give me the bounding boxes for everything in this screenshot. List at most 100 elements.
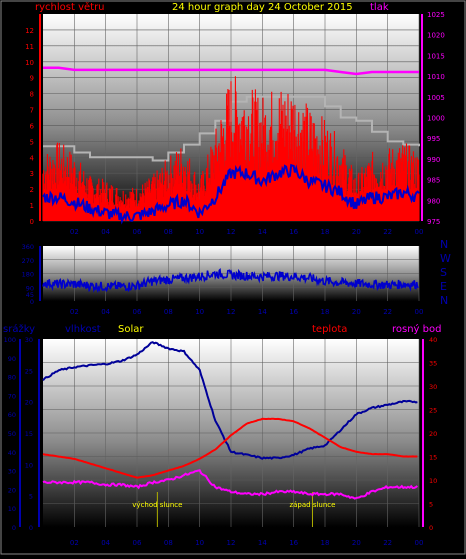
left-tick-label: 12 <box>25 27 34 35</box>
x-tick-label: 04 <box>101 308 110 316</box>
right-tick-label: 1020 <box>427 32 445 40</box>
right-tick-label: 1025 <box>427 11 445 19</box>
rain-tick-label: 30 <box>8 468 16 476</box>
panel1-x-axis: 02 04 06 08 10 12 14 16 18 20 22 00 <box>70 228 424 236</box>
x-tick-label: 00 <box>415 228 424 236</box>
right-tick-label: 975 <box>427 218 440 226</box>
panel3-x-axis: 02 04 06 08 10 12 14 16 18 20 22 00 <box>70 539 424 547</box>
x-tick-label: 06 <box>133 308 142 316</box>
left-tick-label: 7 <box>30 107 34 115</box>
rain-tick-label: 80 <box>8 374 16 382</box>
left-tick-label: 3 <box>30 170 34 178</box>
x-tick-label: 10 <box>195 308 204 316</box>
rain-tick-label: 100 <box>4 336 16 344</box>
humidity-axis: 0 5 10 15 20 25 30 <box>25 336 40 532</box>
x-tick-label: 22 <box>383 308 392 316</box>
right-tick-label: 990 <box>427 156 440 164</box>
compass-label: S <box>440 266 447 279</box>
x-tick-label: 12 <box>227 308 236 316</box>
chart-title: 24 hour graph day 24 October 2015 <box>172 2 353 13</box>
rain-tick-label: 60 <box>8 411 16 419</box>
x-tick-label: 04 <box>101 228 110 236</box>
rain-tick-label: 50 <box>8 430 16 438</box>
x-tick-label: 20 <box>352 308 361 316</box>
right-tick-label: 1005 <box>427 94 445 102</box>
panel2-grid <box>43 246 420 301</box>
temperature-tick-label: 5 <box>429 501 433 509</box>
series-pressure <box>43 66 419 76</box>
x-tick-label: 14 <box>258 228 267 236</box>
left-axis-title: rychlost větru <box>35 1 105 13</box>
right-tick-label: 1010 <box>427 73 445 81</box>
right-tick-label: 980 <box>427 197 440 205</box>
solar-label: Solar <box>118 324 144 335</box>
series-temperature <box>42 417 418 479</box>
direction-tick-label: 45 <box>26 291 34 299</box>
temperature-tick-label: 10 <box>429 477 437 485</box>
temperature-tick-label: 30 <box>429 383 437 391</box>
left-tick-label: 4 <box>30 154 35 162</box>
left-tick-label: 1 <box>30 202 34 210</box>
x-tick-label: 06 <box>133 539 142 547</box>
rain-label: srážky <box>3 323 35 335</box>
temperature-axis: 0 5 10 15 20 25 30 35 40 <box>422 336 437 532</box>
x-tick-label: 10 <box>195 539 204 547</box>
compass-label: N <box>440 238 448 251</box>
x-tick-label: 16 <box>289 228 298 236</box>
x-tick-label: 06 <box>133 228 142 236</box>
panel1-right-axis: 975 980 985 990 995 1000 1005 1010 1015 1020 1025 <box>421 11 445 226</box>
temperature-label: teplota <box>312 324 347 335</box>
x-tick-label: 18 <box>321 228 330 236</box>
left-tick-label: 9 <box>30 75 34 83</box>
humidity-label: vlhkost <box>65 324 101 335</box>
humidity-tick-label: 30 <box>25 336 33 344</box>
sunset-annotation: západ slunce <box>289 501 335 509</box>
rain-tick-label: 10 <box>8 505 16 513</box>
rain-tick-label: 0 <box>12 524 16 532</box>
series-humidity <box>42 341 418 460</box>
x-tick-label: 08 <box>164 308 173 316</box>
left-tick-label: 2 <box>30 186 34 194</box>
right-tick-label: 1015 <box>427 52 445 60</box>
x-tick-label: 02 <box>70 228 79 236</box>
left-tick-label: 6 <box>30 122 35 130</box>
sunrise-annotation: východ slunce <box>132 501 182 509</box>
direction-tick-label: 180 <box>22 271 34 279</box>
x-tick-label: 04 <box>101 539 110 547</box>
temperature-tick-label: 25 <box>429 407 437 415</box>
x-tick-label: 22 <box>383 539 392 547</box>
direction-tick-label: 270 <box>22 257 34 265</box>
humidity-tick-label: 15 <box>25 430 33 438</box>
right-tick-label: 1000 <box>427 115 445 123</box>
x-tick-label: 16 <box>289 539 298 547</box>
temperature-tick-label: 40 <box>429 336 437 344</box>
series-wind-direction <box>42 267 419 294</box>
compass-label: E <box>440 280 447 293</box>
right-axis-title: tlak <box>370 2 389 13</box>
x-tick-label: 12 <box>227 228 236 236</box>
x-tick-label: 02 <box>70 539 79 547</box>
rain-tick-label: 20 <box>8 486 16 494</box>
x-tick-label: 08 <box>164 539 173 547</box>
x-tick-label: 20 <box>352 539 361 547</box>
humidity-tick-label: 10 <box>25 461 33 469</box>
left-tick-label: 11 <box>25 43 34 51</box>
series-dewpoint <box>42 469 418 500</box>
dewpoint-label: rosný bod <box>392 323 441 335</box>
temperature-tick-label: 15 <box>429 454 437 462</box>
humidity-tick-label: 20 <box>25 399 33 407</box>
left-tick-label: 0 <box>30 218 34 226</box>
rain-tick-label: 70 <box>8 392 16 400</box>
x-tick-label: 12 <box>227 539 236 547</box>
x-tick-label: 14 <box>258 308 267 316</box>
x-tick-label: 14 <box>258 539 267 547</box>
direction-tick-label: 90 <box>26 284 34 292</box>
humidity-tick-label: 25 <box>25 367 33 375</box>
series-wind-average <box>42 163 420 225</box>
left-tick-label: 8 <box>30 91 34 99</box>
direction-tick-label: 0 <box>30 298 34 306</box>
